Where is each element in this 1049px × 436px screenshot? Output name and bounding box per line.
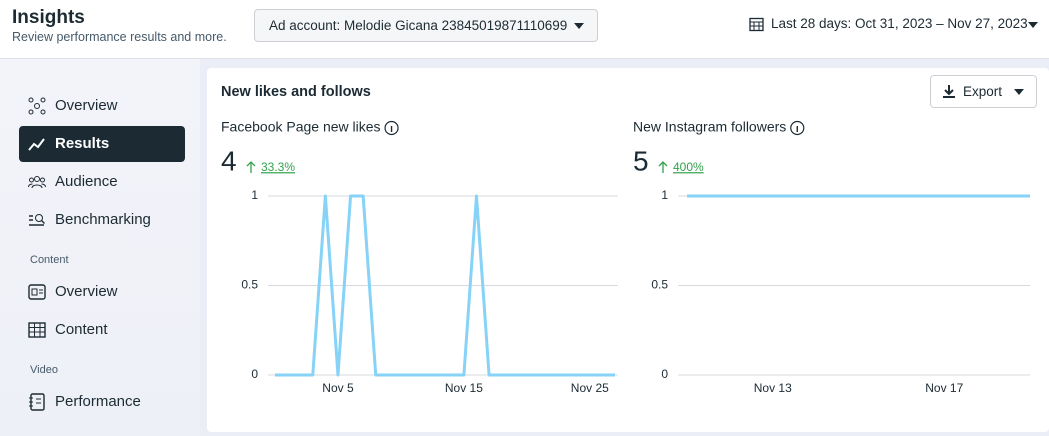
nav-item[interactable]: Audience: [19, 164, 185, 200]
y-tick-label: 0.5: [241, 278, 258, 292]
nav-label: Overview: [55, 97, 118, 114]
y-tick-label: 0: [661, 367, 668, 381]
header: Insights Review performance results and …: [0, 0, 1049, 59]
icon: [28, 322, 46, 338]
nav-item[interactable]: Benchmarking: [19, 202, 185, 238]
sidebar: Overview Results Audience Benchmarking C…: [0, 59, 200, 436]
export-label: Export: [963, 84, 1003, 99]
x-tick-label: Nov 5: [322, 381, 354, 395]
nav-label: Results: [55, 135, 110, 152]
date-picker[interactable]: Last 28 days: Oct 31, 2023 – Nov 27, 202…: [745, 14, 1045, 36]
y-tick-label: 0.5: [651, 278, 668, 292]
x-tick-label: Nov 25: [571, 381, 609, 395]
x-tick-label: Nov 13: [754, 381, 792, 395]
nav-label: Audience: [55, 173, 118, 190]
page-subtitle: Review performance results and more.: [12, 30, 227, 44]
page-title: Insights: [12, 7, 85, 28]
y-tick-label: 1: [251, 188, 258, 202]
chart-title: Facebook Page new likes: [221, 119, 381, 135]
nav-label: Overview: [55, 283, 118, 300]
account-selector[interactable]: Ad account: Melodie Gicana 2384501987111…: [254, 9, 598, 42]
icon: [28, 138, 45, 151]
download-icon: [943, 85, 955, 98]
icon: [28, 284, 46, 300]
dropdown-icon: [574, 23, 584, 29]
export-button[interactable]: Export: [930, 75, 1037, 108]
nav-item[interactable]: Overview: [19, 88, 185, 124]
icon: [28, 97, 46, 115]
change-value: 400%: [673, 160, 704, 174]
account-label: Ad account: Melodie Gicana 2384501987111…: [269, 18, 568, 33]
chart-title: New Instagram followers: [633, 119, 786, 135]
calendar-icon: [749, 17, 764, 32]
x-tick-label: Nov 15: [445, 381, 483, 395]
line-series: [275, 194, 615, 377]
nav-item[interactable]: Performance: [19, 384, 185, 420]
panel-title: New likes and follows: [221, 84, 371, 100]
icon: [28, 176, 46, 189]
up-arrow: [246, 161, 256, 173]
y-tick-label: 0: [251, 367, 258, 381]
nav-label: Performance: [55, 393, 141, 410]
nav-item[interactable]: Overview: [19, 274, 185, 310]
nav-item[interactable]: Content: [19, 312, 185, 348]
dropdown-icon: [1028, 22, 1038, 28]
info-icon: [790, 120, 805, 136]
date-range: Last 28 days: Oct 31, 2023 – Nov 27, 202…: [771, 16, 1028, 31]
up-arrow: [658, 161, 668, 173]
icon: [29, 214, 45, 226]
section-label: Content: [30, 254, 69, 266]
y-tick-label: 1: [661, 188, 668, 202]
total-value: 4: [221, 145, 237, 176]
icon: [29, 393, 45, 411]
total-value: 5: [633, 145, 649, 176]
nav-item[interactable]: Results: [19, 126, 185, 162]
nav-label: Content: [55, 321, 108, 338]
x-tick-label: Nov 17: [925, 381, 963, 395]
section-label: Video: [30, 364, 58, 376]
change-value: 33.3%: [261, 160, 295, 174]
nav-label: Benchmarking: [55, 211, 151, 228]
dropdown-icon: [1014, 89, 1024, 95]
info-icon: [384, 120, 399, 136]
